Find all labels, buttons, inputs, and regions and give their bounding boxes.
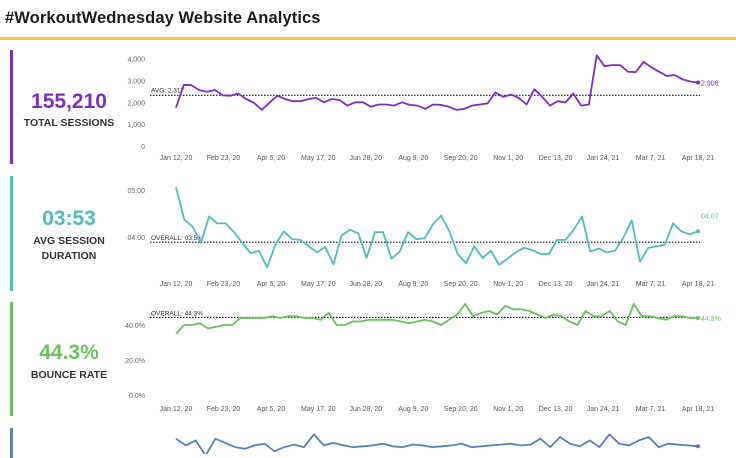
page-title: #WorkoutWednesday Website Analytics xyxy=(5,9,321,28)
x-tick-label: Apr 5, 20 xyxy=(257,281,286,288)
x-tick-label: May 17, 20 xyxy=(301,281,336,288)
x-tick-label: Jan 12, 20 xyxy=(160,155,193,162)
kpi-sessions-accent-bar xyxy=(10,50,13,164)
x-tick-label: Apr 18, 21 xyxy=(682,155,714,162)
x-tick-label: Jun 28, 20 xyxy=(349,281,382,288)
x-tick-label: Mar 7, 21 xyxy=(636,281,666,288)
x-tick-label: Feb 23, 20 xyxy=(207,281,241,288)
sessions-line-chart: 0 1,000 2,000 3,000 4,000 Jan 12, 20 Feb 23, 2… xyxy=(120,46,732,168)
fourth-metric-line-chart xyxy=(120,424,732,454)
y-tick-label: 05:00 xyxy=(127,188,145,195)
x-tick-label: Aug 9, 20 xyxy=(398,406,428,413)
y-tick-label: 2,000 xyxy=(127,100,145,107)
y-tick-label: 3,000 xyxy=(127,78,145,85)
x-tick-label: Mar 7, 21 xyxy=(636,406,666,413)
x-tick-label: Sep 20, 20 xyxy=(444,155,478,162)
x-tick-label: Jan 12, 20 xyxy=(160,406,193,413)
x-tick-label: Apr 18, 21 xyxy=(682,406,714,413)
kpi-bounce-accent-bar xyxy=(10,302,13,416)
series-line xyxy=(176,187,698,267)
x-tick-label: Jan 24, 21 xyxy=(587,281,620,288)
kpi-sessions-label: TOTAL SESSIONS xyxy=(16,116,122,131)
y-tick-label: 04:00 xyxy=(127,235,145,242)
kpi-bounce-value: 44.3% xyxy=(16,341,122,365)
series-line xyxy=(176,304,698,334)
x-tick-label: Jan 12, 20 xyxy=(160,281,193,288)
last-value-label: 04:07 xyxy=(701,213,719,220)
x-tick-label: Aug 9, 20 xyxy=(398,155,428,162)
x-tick-label: Feb 23, 20 xyxy=(207,406,241,413)
series-line xyxy=(176,55,698,110)
y-tick-label: 40.0% xyxy=(125,323,145,330)
kpi-duration-accent-bar xyxy=(10,176,13,291)
x-tick-label: Jan 24, 21 xyxy=(587,155,620,162)
last-value-label: 44.3% xyxy=(701,316,721,323)
x-tick-label: Sep 20, 20 xyxy=(444,281,478,288)
x-tick-label: Sep 20, 20 xyxy=(444,406,478,413)
reference-line-label: OVERALL: 03:53 xyxy=(151,235,201,242)
x-tick-label: Jan 24, 21 xyxy=(587,406,620,413)
bounce-rate-line-chart: 0.0% 20.0% 40.0% Jan 12, 20 Feb 23, 20 Apr 5,… xyxy=(120,298,732,420)
x-tick-label: Apr 18, 21 xyxy=(682,281,714,288)
x-tick-label: Nov 1, 20 xyxy=(493,155,523,162)
x-tick-label: Nov 1, 20 xyxy=(493,281,523,288)
x-tick-label: Dec 13, 20 xyxy=(539,406,573,413)
y-tick-label: 0 xyxy=(141,144,145,151)
x-tick-label: Aug 9, 20 xyxy=(398,281,428,288)
x-tick-label: May 17, 20 xyxy=(301,155,336,162)
x-tick-label: Mar 7, 21 xyxy=(636,155,666,162)
x-tick-label: Nov 1, 20 xyxy=(493,406,523,413)
last-data-point xyxy=(696,444,700,448)
y-tick-label: 1,000 xyxy=(127,122,145,129)
x-tick-label: Feb 23, 20 xyxy=(207,155,241,162)
y-tick-label: 4,000 xyxy=(127,57,145,64)
x-tick-label: Dec 13, 20 xyxy=(539,155,573,162)
last-data-point xyxy=(696,229,700,233)
x-tick-label: May 17, 20 xyxy=(301,406,336,413)
x-tick-label: Jun 28, 20 xyxy=(349,406,382,413)
kpi-bounce-label: BOUNCE RATE xyxy=(16,368,122,383)
kpi-duration-value: 03:53 xyxy=(16,207,122,231)
session-duration-line-chart: 04:00 05:00 Jan 12, 20 Feb 23, 20 Apr 5, 20 M… xyxy=(120,172,732,294)
last-value-label: 2,906 xyxy=(701,80,719,87)
series-line xyxy=(176,434,698,454)
y-tick-label: 0.0% xyxy=(129,393,145,400)
y-tick-label: 20.0% xyxy=(125,358,145,365)
x-tick-label: Dec 13, 20 xyxy=(539,281,573,288)
kpi-sessions-value: 155,210 xyxy=(16,90,122,114)
reference-line-label: OVERALL: 44.3% xyxy=(151,310,203,317)
title-divider xyxy=(0,37,736,40)
last-data-point xyxy=(696,80,700,84)
x-tick-label: Jun 28, 20 xyxy=(349,155,382,162)
x-tick-label: Apr 5, 20 xyxy=(257,406,286,413)
kpi-duration-label: AVG SESSION DURATION xyxy=(21,234,117,264)
reference-line-label: AVG: 2,317 xyxy=(151,87,185,94)
last-data-point xyxy=(696,316,700,320)
x-tick-label: Apr 5, 20 xyxy=(257,155,286,162)
